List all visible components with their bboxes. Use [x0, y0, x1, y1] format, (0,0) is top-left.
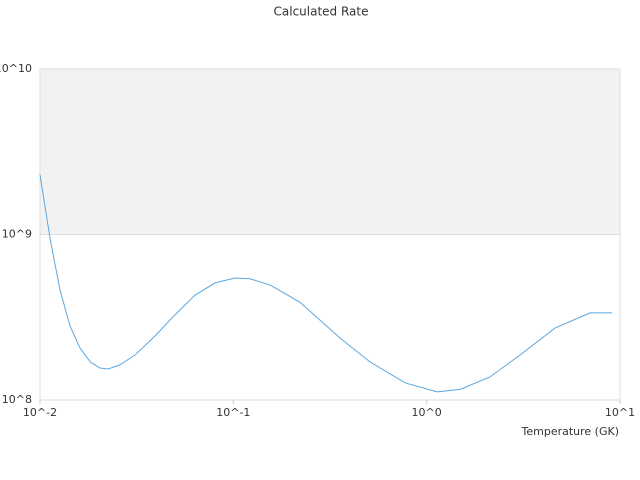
y-tick-label: 10^10	[0, 62, 32, 75]
chart-title: Calculated Rate	[274, 5, 369, 19]
x-tick-label: 10^-1	[216, 406, 250, 419]
x-tick-label: 10^-2	[23, 406, 57, 419]
data-line	[39, 174, 613, 393]
x-tick-label: 10^0	[412, 406, 442, 419]
x-tick-label: 10^1	[605, 406, 635, 419]
y-tick-label: 10^9	[2, 228, 32, 241]
plot-band	[40, 69, 620, 235]
y-tick-label: 10^8	[2, 393, 32, 406]
x-axis-label: Temperature (GK)	[521, 425, 620, 438]
